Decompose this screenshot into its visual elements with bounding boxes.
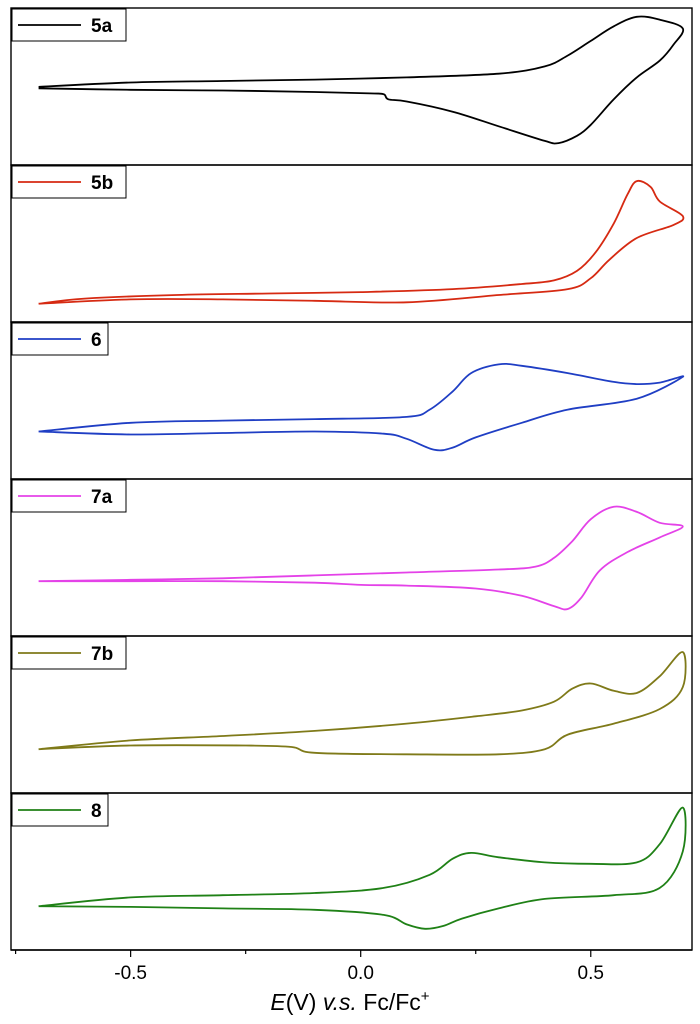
legend-label-6: 6 — [91, 330, 102, 351]
legend-5a: 5a — [11, 8, 127, 42]
panel-6: 6 — [10, 321, 693, 480]
x-axis-title-sup: + — [421, 988, 430, 1005]
x-axis-title-vs: v.s. — [323, 989, 357, 1015]
panels-group: 5a 5b 6 7a 7b 8 — [10, 7, 693, 951]
panel-8: 8 — [10, 792, 693, 951]
cv-curve-8 — [38, 806, 687, 930]
x-axis-title-ref: Fc/Fc — [357, 989, 421, 1015]
panel-frame — [10, 792, 693, 951]
legend-label-7b: 7b — [91, 644, 113, 665]
legend-label-7a: 7a — [91, 487, 113, 508]
x-axis-title-unit: (V) — [286, 989, 323, 1015]
cv-curve-7a — [38, 505, 684, 611]
x-axis: -0.5 0.0 0.5 — [11, 949, 692, 984]
panel-5b: 5b — [10, 164, 693, 323]
panel-7a: 7a — [10, 478, 693, 637]
cv-curve-7b — [38, 651, 687, 756]
legend-label-5b: 5b — [91, 173, 113, 194]
legend-label-8: 8 — [91, 801, 102, 822]
x-axis-title: E(V) v.s. Fc/Fc+ — [270, 988, 429, 1015]
panel-7b: 7b — [10, 635, 693, 794]
x-tick-label: 0.5 — [578, 963, 604, 984]
cv-curve-5b — [38, 179, 685, 305]
legend-5b: 5b — [11, 165, 127, 199]
x-tick-label: 0.0 — [347, 963, 373, 984]
legend-7a: 7a — [11, 479, 127, 513]
panel-5a: 5a — [10, 7, 693, 166]
legend-7b: 7b — [11, 636, 127, 670]
legend-6: 6 — [11, 322, 109, 356]
panel-frame — [10, 321, 693, 480]
x-tick-label: -0.5 — [114, 963, 147, 984]
legend-8: 8 — [11, 793, 109, 827]
legend-label-5a: 5a — [91, 16, 113, 37]
x-axis-title-var: E — [270, 989, 286, 1015]
cv-curve-6 — [38, 362, 685, 452]
cv-curve-5a — [38, 15, 685, 145]
